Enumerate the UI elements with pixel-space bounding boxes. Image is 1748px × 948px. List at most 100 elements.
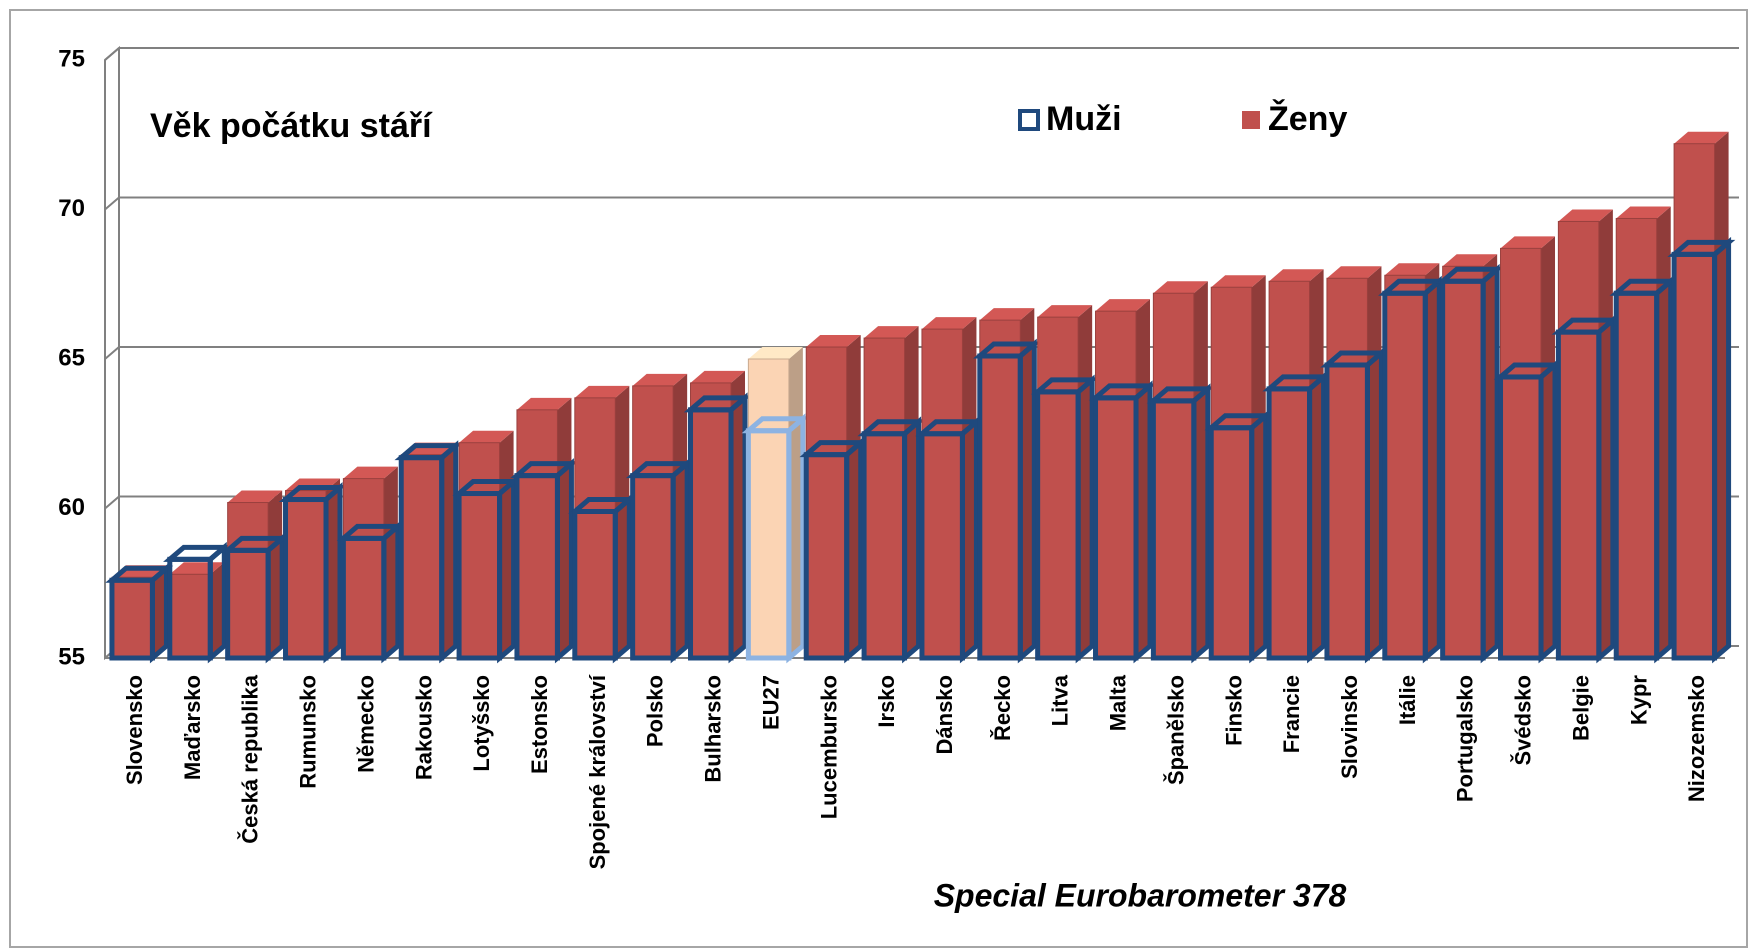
bar (690, 370, 746, 659)
bar-front (979, 319, 1021, 659)
bar-front (745, 428, 792, 661)
bar (169, 562, 225, 659)
x-tick-label: Belgie (1568, 675, 1593, 741)
bar-front (1442, 265, 1484, 659)
bar-top (516, 397, 572, 410)
bar-front (921, 328, 963, 659)
bar-front (1093, 395, 1139, 661)
x-tick-label: Estonsko (527, 675, 552, 774)
bar-side (1714, 131, 1729, 659)
bar (625, 458, 694, 664)
x-tick-label: Itálie (1395, 675, 1420, 725)
bar-side (615, 385, 630, 658)
bar-front (747, 358, 790, 659)
bar-side (731, 370, 746, 658)
bar-front (1210, 286, 1253, 659)
x-tick-label: Finsko (1221, 675, 1246, 746)
bar-top (1211, 275, 1266, 288)
bar-front (803, 452, 850, 661)
bar-front (227, 502, 269, 659)
bar-front (169, 573, 211, 659)
bar (336, 520, 405, 664)
bar-front (1095, 310, 1137, 659)
bar (394, 440, 463, 664)
bar (220, 532, 289, 664)
bar-front (1500, 247, 1542, 659)
bar-side (210, 562, 225, 658)
y-tick-label: 75 (58, 45, 85, 72)
bar-top (1037, 305, 1093, 318)
bar-front (1150, 398, 1197, 661)
bar (1493, 359, 1562, 664)
x-tick-label: Česká republika (238, 674, 263, 844)
bar-front (1673, 143, 1716, 659)
bar-front (632, 385, 674, 659)
bar-front (919, 431, 965, 661)
x-tick-label: Litva (1048, 674, 1073, 726)
bar-front (283, 497, 329, 661)
bar-front (1326, 277, 1368, 659)
bar (342, 466, 398, 659)
bar-side (441, 442, 456, 658)
bar-top (979, 308, 1035, 321)
x-tick-label: Dánsko (932, 675, 957, 754)
bar-side (1309, 269, 1324, 658)
bar (1615, 206, 1671, 659)
bar-top (459, 430, 514, 443)
bar-side (1541, 236, 1556, 658)
bar (1557, 209, 1613, 659)
bar-top (1326, 266, 1382, 279)
bar-top (921, 317, 977, 330)
bar-front (574, 397, 616, 659)
bar-front (1266, 386, 1313, 661)
bar-front (342, 478, 385, 659)
y-tick-label: 65 (58, 344, 85, 371)
bar-front (1440, 278, 1486, 661)
bar-front (863, 337, 906, 659)
bar-top (1674, 131, 1729, 144)
bar (1210, 275, 1266, 659)
bar-top (748, 347, 803, 359)
legend-swatch (1242, 111, 1260, 129)
bar (1204, 410, 1273, 664)
bar (979, 308, 1035, 659)
bar-top (574, 385, 630, 398)
bar (568, 494, 637, 664)
bar-top (227, 490, 283, 503)
grid-line (104, 196, 1739, 211)
bar (1609, 275, 1678, 664)
x-tick-label: Rakousko (411, 675, 436, 780)
bar-front (456, 491, 503, 661)
bar-front (1384, 274, 1426, 659)
annotation: Special Eurobarometer 378 (934, 877, 1347, 913)
bar (400, 442, 456, 659)
bar (163, 541, 232, 664)
x-tick-label: Malta (1106, 674, 1131, 731)
bar (747, 347, 803, 659)
bar-front (516, 409, 558, 659)
bar-front (1324, 362, 1370, 661)
bar (921, 317, 977, 659)
bar (973, 338, 1042, 664)
bar (683, 392, 752, 664)
bar-front (977, 353, 1023, 661)
bar (458, 430, 514, 659)
y-tick-label: 55 (58, 643, 85, 670)
bar-top (1384, 263, 1440, 276)
bar (1320, 347, 1389, 664)
bar-side (383, 466, 398, 658)
bar (857, 416, 926, 664)
bar-side (268, 490, 283, 658)
bar-front (1615, 217, 1658, 659)
bar-top (806, 335, 861, 348)
bar-top (632, 373, 688, 386)
bar (799, 437, 868, 664)
bar-front (1035, 389, 1081, 661)
bar-top (1500, 236, 1556, 249)
bar-side (1483, 254, 1498, 658)
bar-front (109, 577, 155, 661)
x-tick-label: Maďarsko (180, 675, 205, 780)
bar (1152, 281, 1208, 659)
x-tick-label: Švédsko (1511, 675, 1536, 766)
bar-front (398, 455, 445, 661)
